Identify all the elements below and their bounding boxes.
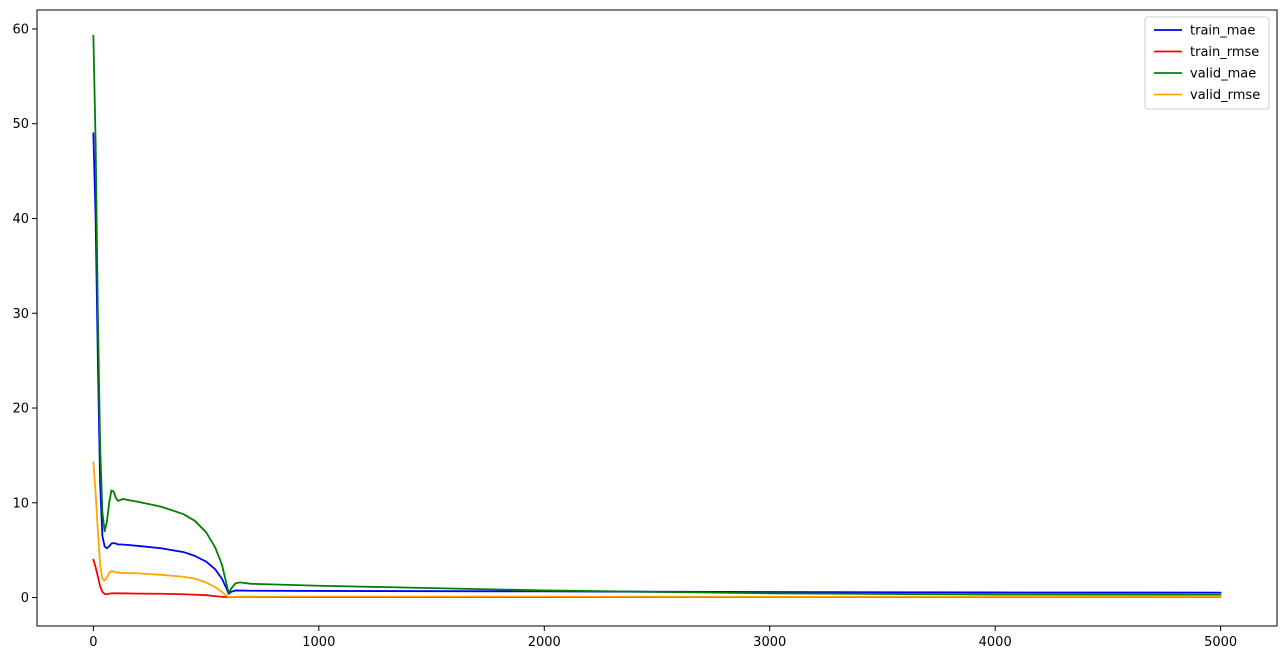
y-tick-label: 0: [21, 591, 29, 606]
legend-label: valid_mae: [1190, 67, 1256, 82]
series-line-valid-rmse: [92, 461, 1222, 598]
y-tick-label: 30: [12, 307, 29, 322]
x-tick-label: 4000: [979, 635, 1012, 650]
legend: train_mae train_rmse valid_mae valid_rmse: [1144, 16, 1270, 110]
x-tick-label: 0: [89, 635, 97, 650]
x-tick-label: 5000: [1204, 635, 1237, 650]
y-tick-label: 50: [12, 117, 29, 132]
legend-label: train_mae: [1190, 24, 1255, 39]
legend-label: valid_rmse: [1190, 88, 1260, 103]
axes: 0 1000 2000 3000 4000 5000 0 10 20 30 40 50 60: [12, 9, 1278, 650]
legend-box: [1144, 16, 1270, 110]
y-tick-label: 60: [12, 22, 29, 37]
axes-frame: [36, 9, 1278, 627]
plot-area: [92, 34, 1222, 599]
y-tick-label: 40: [12, 212, 29, 227]
series-line-valid-mae: [92, 34, 1222, 596]
series-line-train-mae: [92, 132, 1222, 595]
x-tick-label: 1000: [302, 635, 335, 650]
legend-label: train_rmse: [1190, 45, 1259, 60]
y-tick-label: 20: [12, 402, 29, 417]
x-tick-label: 3000: [753, 635, 786, 650]
y-tick-label: 10: [12, 496, 29, 511]
x-tick-label: 2000: [528, 635, 561, 650]
